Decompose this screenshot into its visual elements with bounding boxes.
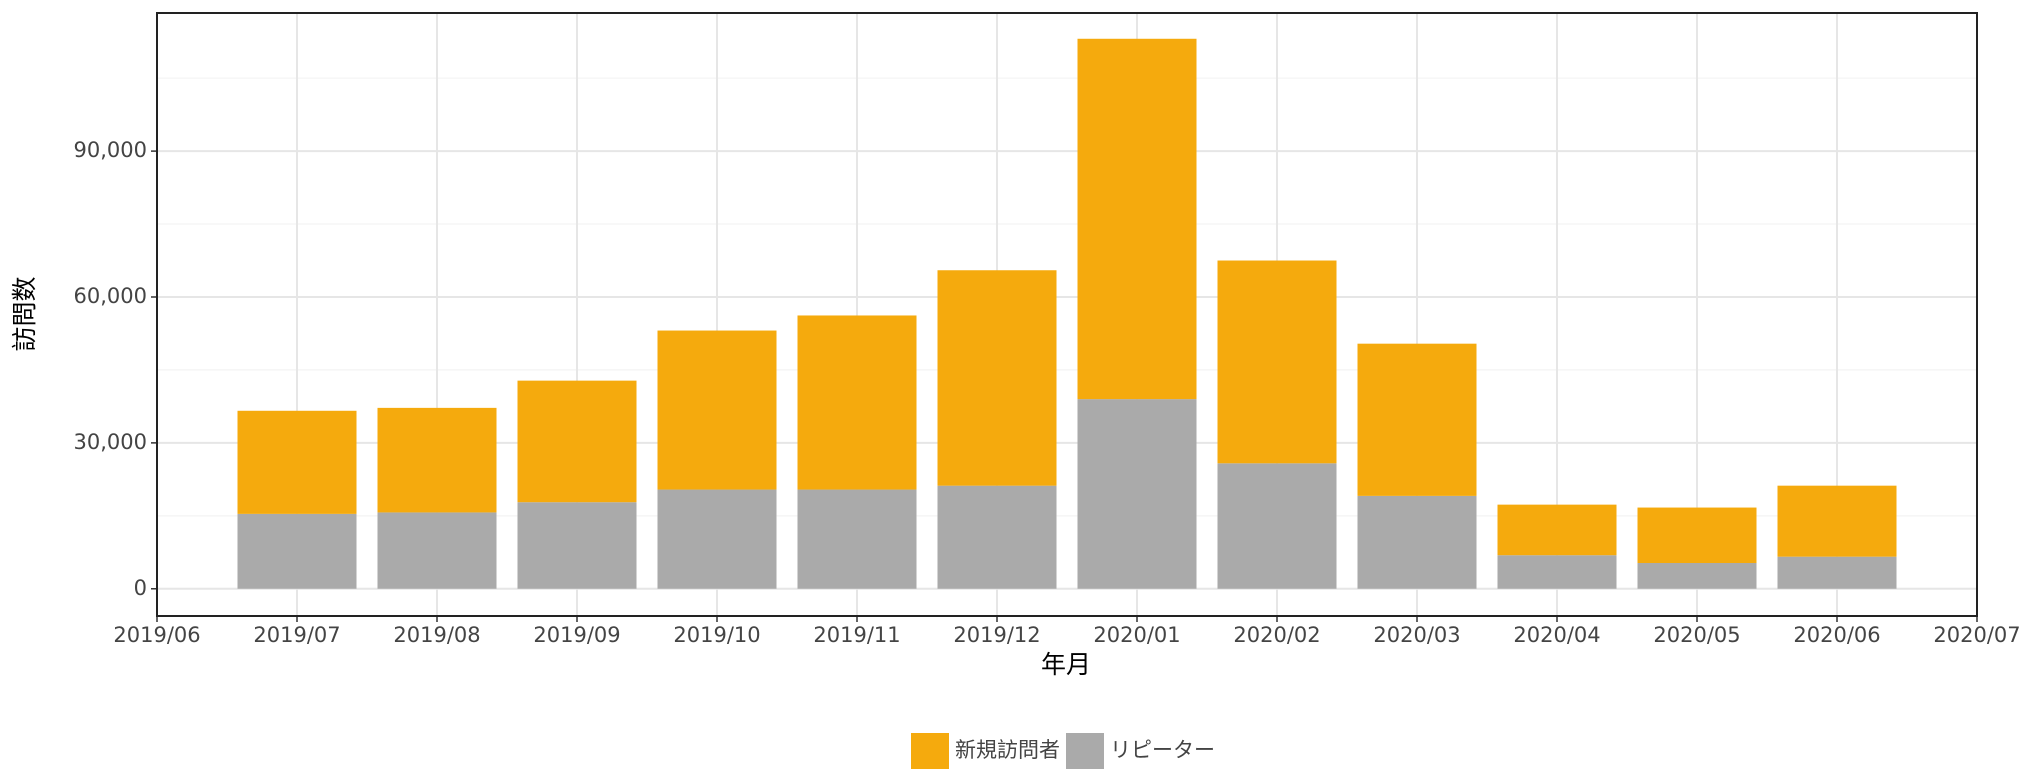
x-tick-label: 2019/06 <box>113 623 200 647</box>
legend-label: 新規訪問者 <box>955 738 1060 762</box>
bar <box>657 489 777 589</box>
bar <box>797 315 917 490</box>
x-tick-label: 2020/02 <box>1233 623 1320 647</box>
bar <box>797 489 917 589</box>
bar <box>1497 555 1617 589</box>
bar <box>1077 399 1197 589</box>
y-tick-label: 0 <box>134 576 147 600</box>
bar <box>1357 343 1477 496</box>
x-tick-label: 2019/12 <box>953 623 1040 647</box>
bar <box>1357 495 1477 589</box>
bar <box>1637 562 1757 589</box>
x-tick-label: 2019/10 <box>673 623 760 647</box>
x-tick-label: 2019/07 <box>253 623 340 647</box>
legend-swatch <box>1066 733 1104 769</box>
x-tick-label: 2020/01 <box>1093 623 1180 647</box>
y-tick-label: 30,000 <box>74 430 147 454</box>
x-tick-label: 2020/05 <box>1653 623 1740 647</box>
plot-frame <box>156 12 1978 617</box>
bar <box>1637 507 1757 563</box>
bar <box>517 502 637 589</box>
x-tick-label: 2020/03 <box>1373 623 1460 647</box>
y-axis-title: 訪問数 <box>10 276 39 351</box>
x-tick-label: 2019/11 <box>813 623 900 647</box>
x-tick-label: 2019/09 <box>533 623 620 647</box>
y-tick-label: 60,000 <box>74 284 147 308</box>
bar <box>1777 485 1897 557</box>
legend-label: リピーター <box>1110 738 1215 762</box>
bar <box>1497 504 1617 556</box>
bar <box>937 270 1057 486</box>
bar <box>1217 260 1337 464</box>
x-tick-label: 2020/07 <box>1933 623 2020 647</box>
bar <box>1777 556 1897 589</box>
bar <box>517 380 637 503</box>
bar <box>1217 463 1337 589</box>
bar <box>237 513 357 589</box>
x-tick-label: 2019/08 <box>393 623 480 647</box>
bar <box>1077 38 1197 400</box>
x-tick-label: 2020/04 <box>1513 623 1600 647</box>
x-tick-label: 2020/06 <box>1793 623 1880 647</box>
bar <box>377 512 497 589</box>
bar <box>937 485 1057 589</box>
y-tick-label: 90,000 <box>74 138 147 162</box>
x-axis-title: 年月 <box>1041 650 1091 679</box>
legend-swatch <box>911 733 949 769</box>
bar <box>237 410 357 514</box>
bar <box>377 407 497 513</box>
bar <box>657 330 777 490</box>
